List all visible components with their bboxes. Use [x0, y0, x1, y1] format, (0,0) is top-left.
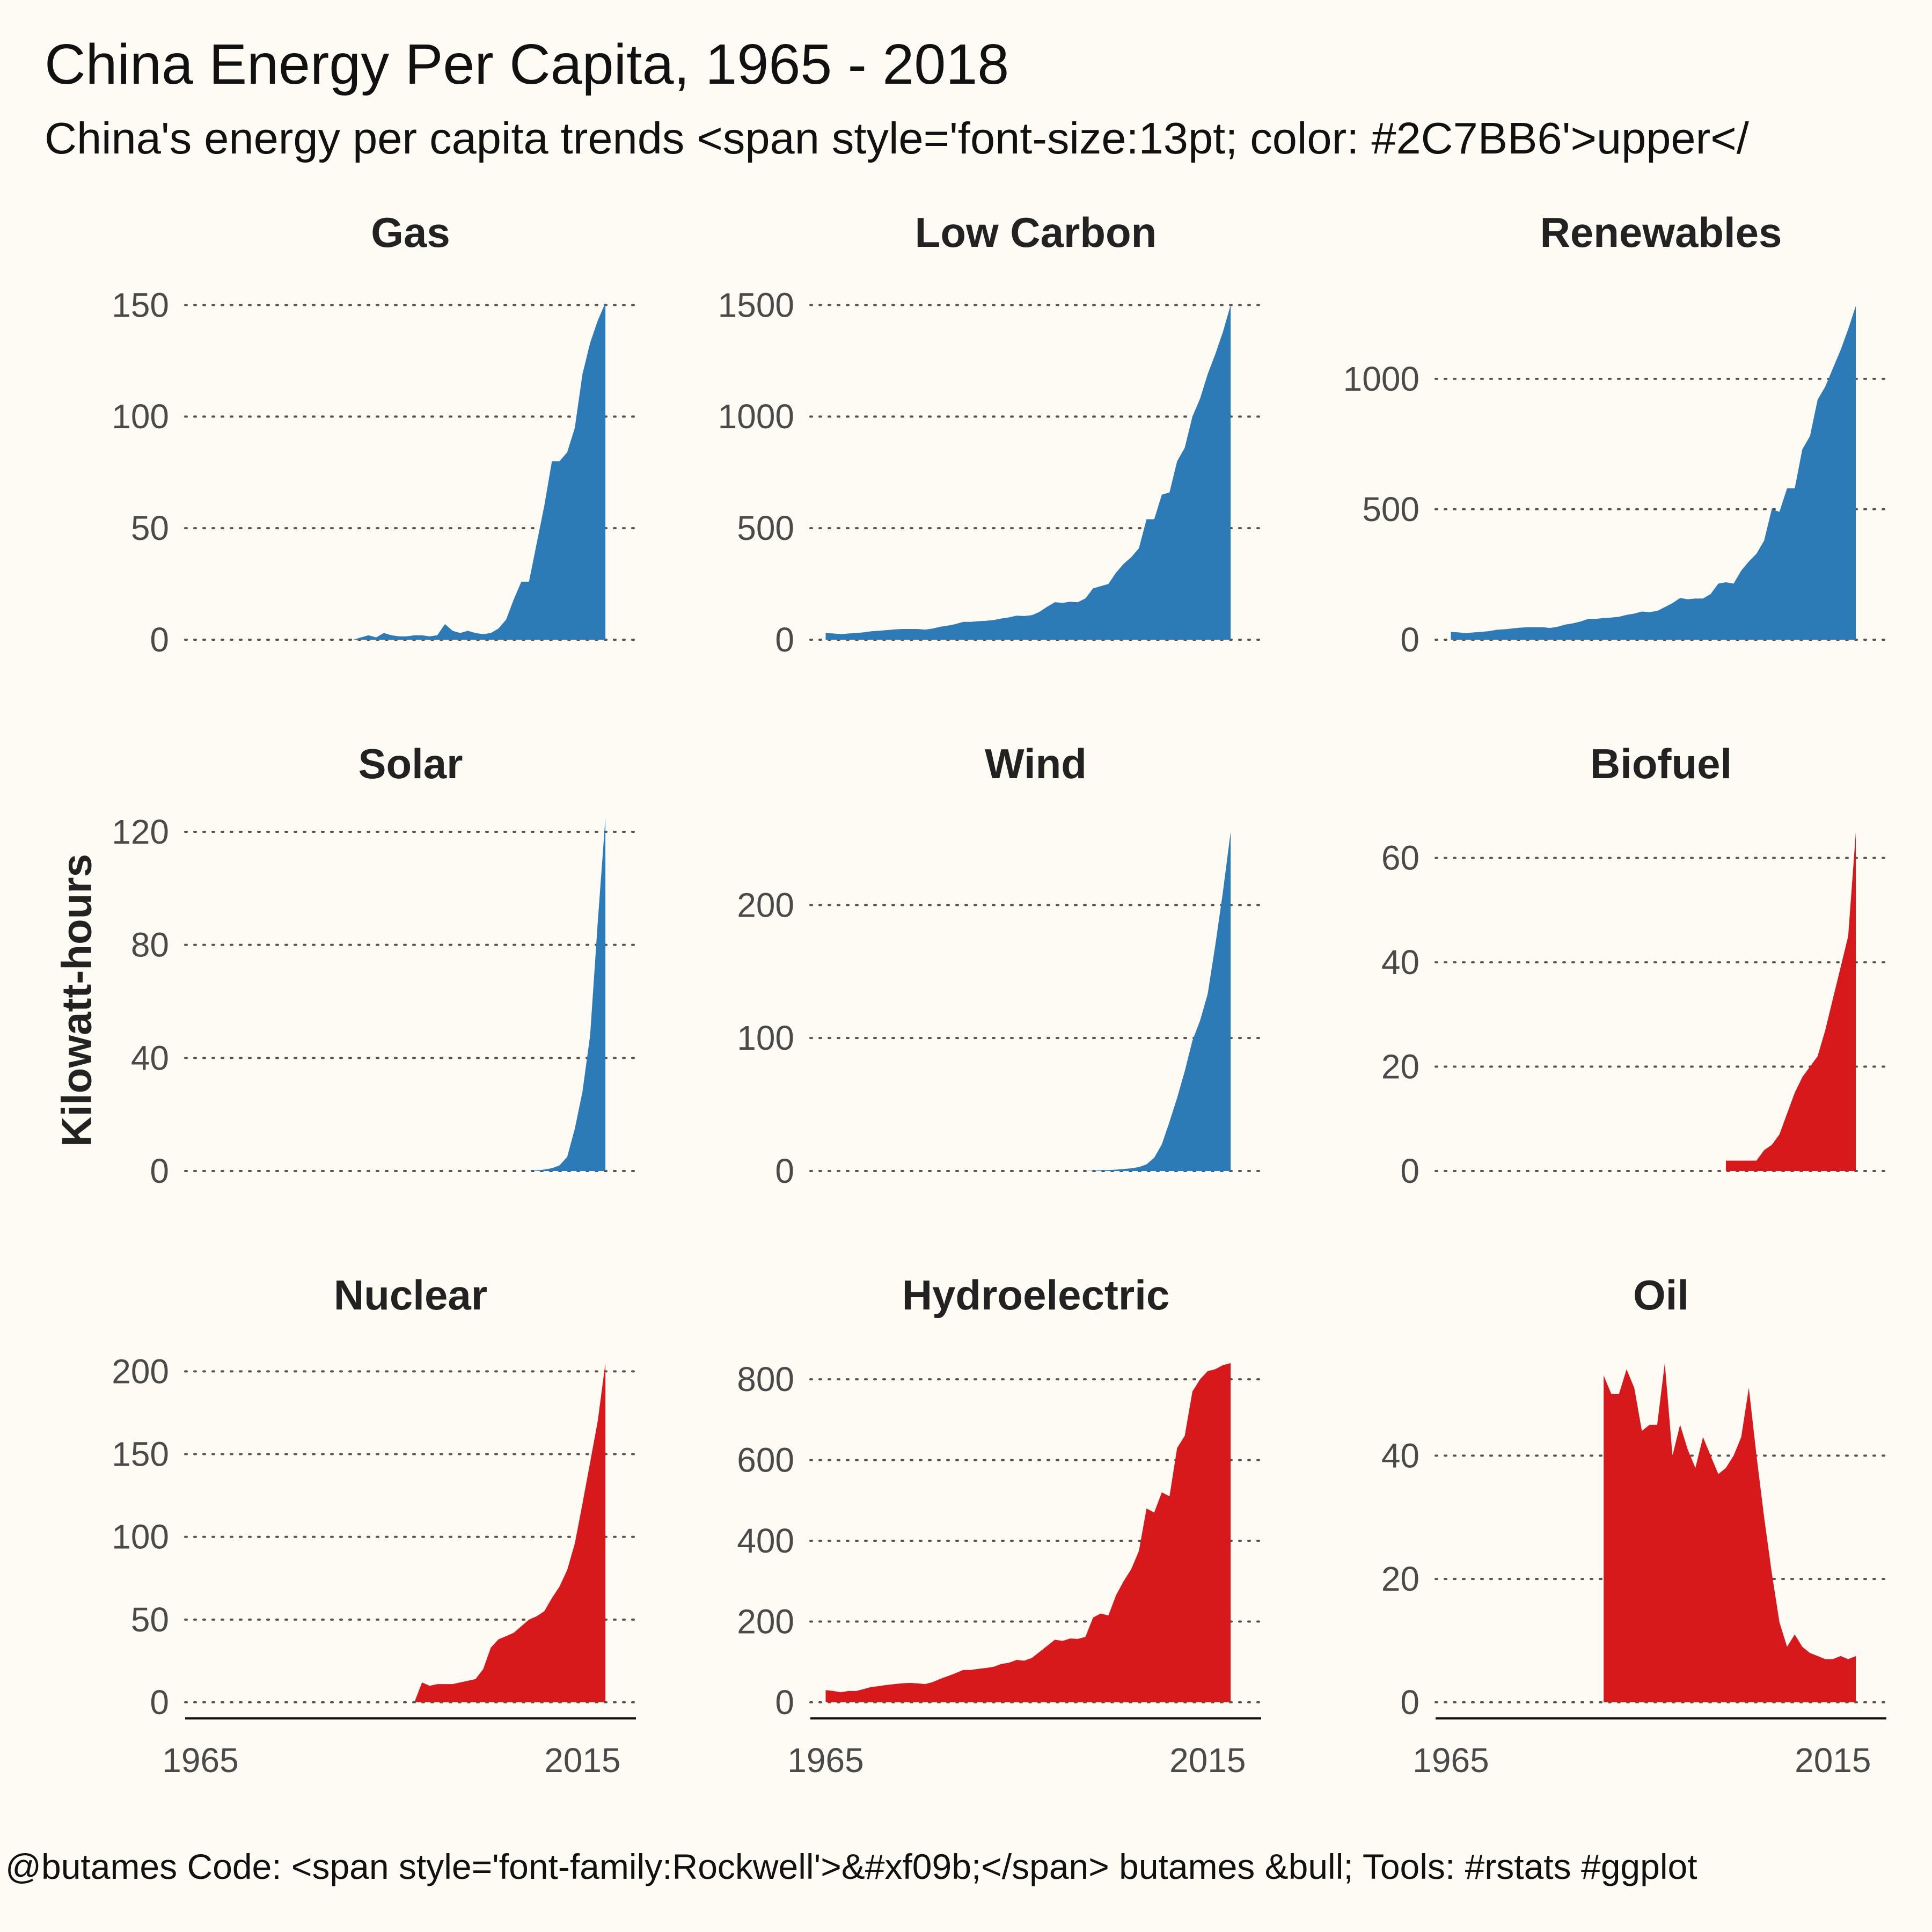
panel-low-carbon: Low Carbon 0 500 1000 1500 [718, 209, 1262, 659]
x-tick-label: 1965 [162, 1741, 238, 1780]
panel-renewables: Renewables 0 500 1000 [1343, 209, 1887, 659]
area-series-low-carbon [825, 305, 1231, 640]
chart-title: China Energy Per Capita, 1965 - 2018 [45, 33, 1009, 96]
x-tick-label: 2015 [544, 1741, 620, 1780]
panel-title-oil: Oil [1633, 1271, 1689, 1319]
y-tick-label: 200 [112, 1352, 169, 1391]
y-tick-label: 20 [1381, 1048, 1419, 1086]
panel-title-wind: Wind [985, 740, 1087, 787]
panel-nuclear: Nuclear 0 50 100 150 200 1965 2015 [112, 1271, 637, 1780]
y-tick-label: 20 [1381, 1560, 1419, 1598]
y-tick-label: 60 [1381, 839, 1419, 877]
y-tick-label: 0 [150, 1683, 169, 1722]
area-series-biofuel [1726, 832, 1856, 1171]
chart-caption: @butames Code: <span style='font-family:… [5, 1847, 1697, 1886]
panel-biofuel: Biofuel 0 20 40 60 [1381, 740, 1887, 1190]
y-tick-label: 0 [1400, 620, 1419, 659]
panel-wind: Wind 0 100 200 [737, 740, 1262, 1190]
area-series-hydroelectric [825, 1363, 1231, 1702]
panel-title-solar: Solar [358, 740, 463, 787]
y-tick-label: 500 [1362, 490, 1419, 529]
y-tick-label: 0 [775, 1683, 794, 1722]
y-tick-label: 800 [737, 1360, 794, 1399]
y-tick-label: 40 [131, 1038, 169, 1077]
panel-gas: Gas 0 50 100 150 [112, 209, 637, 659]
y-tick-label: 200 [737, 1602, 794, 1641]
y-tick-label: 0 [150, 620, 169, 659]
y-tick-label: 600 [737, 1441, 794, 1480]
panel-title-nuclear: Nuclear [334, 1271, 487, 1319]
y-tick-label: 0 [1400, 1152, 1419, 1190]
y-tick-label: 0 [775, 1152, 794, 1190]
y-tick-label: 50 [131, 509, 169, 547]
y-tick-label: 100 [112, 1518, 169, 1556]
panel-title-renewables: Renewables [1540, 209, 1782, 256]
y-tick-label: 150 [112, 286, 169, 324]
y-tick-label: 0 [1400, 1683, 1419, 1722]
x-tick-label: 1965 [787, 1741, 863, 1780]
chart-subtitle: China's energy per capita trends <span s… [45, 113, 1749, 163]
y-tick-label: 500 [737, 509, 794, 547]
y-tick-label: 1000 [718, 397, 794, 436]
area-series-wind [1016, 832, 1231, 1171]
y-tick-label: 100 [112, 397, 169, 436]
panel-hydroelectric: Hydroelectric 0 200 400 600 800 1965 2015 [737, 1271, 1262, 1780]
panel-oil: Oil 0 20 40 1965 2015 [1381, 1271, 1887, 1780]
panel-title-low-carbon: Low Carbon [915, 209, 1157, 256]
y-tick-label: 120 [112, 813, 169, 851]
x-tick-label: 2015 [1795, 1741, 1871, 1780]
x-tick-label: 2015 [1169, 1741, 1246, 1780]
y-tick-label: 1000 [1343, 360, 1419, 398]
y-tick-label: 0 [775, 620, 794, 659]
y-tick-label: 50 [131, 1600, 169, 1639]
area-series-gas [353, 303, 606, 640]
panel-title-gas: Gas [371, 209, 450, 256]
area-series-nuclear [414, 1363, 606, 1702]
y-tick-label: 40 [1381, 1436, 1419, 1475]
panel-title-hydroelectric: Hydroelectric [902, 1271, 1170, 1319]
area-series-solar [467, 817, 606, 1171]
x-tick-label: 1965 [1413, 1741, 1489, 1780]
y-tick-label: 80 [131, 926, 169, 964]
y-tick-label: 400 [737, 1521, 794, 1560]
y-tick-label: 1500 [718, 286, 794, 324]
panel-solar: Solar 0 40 80 120 [112, 740, 637, 1190]
y-tick-label: 150 [112, 1435, 169, 1474]
y-tick-label: 0 [150, 1152, 169, 1190]
y-tick-label: 40 [1381, 943, 1419, 982]
area-series-renewables [1451, 305, 1856, 640]
y-tick-label: 100 [737, 1019, 794, 1057]
y-tick-label: 200 [737, 885, 794, 924]
area-series-oil [1604, 1363, 1856, 1702]
panel-title-biofuel: Biofuel [1590, 740, 1732, 787]
